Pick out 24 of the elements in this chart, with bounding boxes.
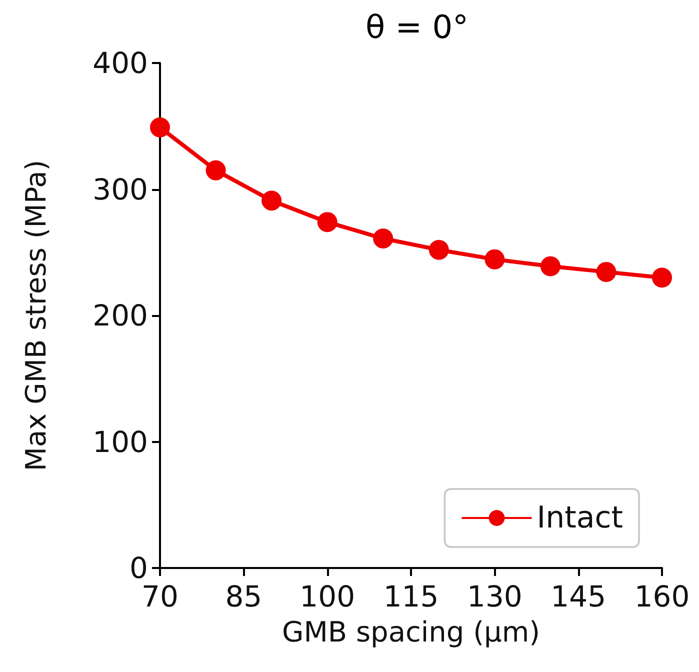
- legend-label: Intact: [536, 500, 624, 536]
- x-tick-label: 160: [634, 580, 690, 614]
- point: [373, 228, 394, 248]
- point: [317, 212, 338, 232]
- x-axis-title: GMB spacing (μm): [282, 616, 540, 648]
- point: [484, 249, 505, 270]
- x-tick-label: 130: [466, 580, 522, 614]
- x-tick-label: 145: [550, 580, 606, 614]
- point: [262, 190, 282, 211]
- y-axis-title: Max GMB stress (MPa): [20, 160, 52, 472]
- point: [428, 240, 449, 260]
- x-tick-label: 115: [383, 580, 439, 614]
- point: [206, 160, 226, 180]
- chart-title: θ = 0°: [365, 8, 469, 46]
- x-tick-label: 85: [225, 580, 262, 614]
- point: [150, 117, 170, 138]
- y-tick-label: 100: [92, 424, 148, 459]
- y-tick-label: 400: [92, 46, 148, 80]
- point: [540, 256, 560, 276]
- y-tick-label: 200: [92, 298, 148, 332]
- y-tick-label: 300: [92, 172, 148, 206]
- point: [652, 268, 672, 288]
- point: [596, 262, 616, 282]
- x-tick-label: 100: [300, 580, 356, 614]
